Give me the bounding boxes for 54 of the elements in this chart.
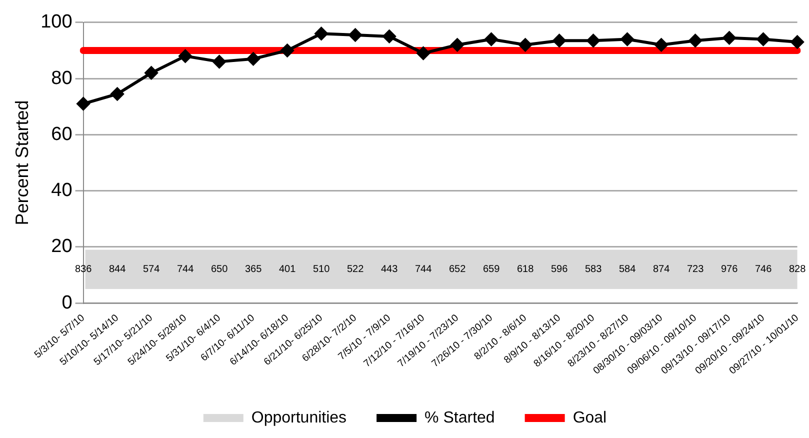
y-tick-label: 20 [51,236,72,258]
point [654,38,668,52]
annotation: 828 [788,264,806,276]
annotation: 744 [414,264,432,276]
annotation: 744 [176,264,194,276]
legend-label: Opportunities [251,409,347,426]
point [586,34,600,48]
annotation: 401 [278,264,296,276]
annotation: 746 [754,264,772,276]
legend-label: Goal [572,409,607,426]
point [450,38,464,52]
point [382,30,396,43]
annotation: 976 [720,264,738,276]
point [348,28,362,42]
point [518,38,532,52]
annotation: 596 [550,264,568,276]
point [484,32,498,46]
point [280,44,294,57]
point [212,55,226,68]
point [722,31,736,44]
annotation: 652 [448,264,466,276]
point [688,34,702,48]
annotation: 650 [210,264,228,276]
annotation: 522 [346,264,364,276]
y-tick-label: 0 [62,292,72,314]
annotation: 659 [482,264,500,276]
annotation: 836 [74,264,92,276]
point [620,32,634,46]
y-tick-label: 100 [40,12,72,33]
point [246,52,260,66]
annotation: 574 [142,264,160,276]
point [552,34,566,48]
y-axis-title: Percent Started [12,100,32,226]
point [178,50,192,63]
annotation: 723 [686,264,704,276]
annotation: 365 [244,264,262,276]
annotation: 510 [312,264,330,276]
y-tick-label: 60 [51,124,72,145]
annotation: 844 [108,264,126,276]
y-tick-label: 80 [51,68,72,89]
point [756,32,770,46]
legend-label: % Started [424,409,495,426]
annotation: 874 [652,264,670,276]
annotation: 443 [380,264,398,276]
point [314,27,328,40]
point [110,87,124,100]
annotation: 584 [618,264,636,276]
point [144,66,158,80]
point [790,36,804,49]
point [76,97,90,110]
annotation: 583 [584,264,602,276]
y-tick-label: 40 [51,180,72,202]
annotation: 618 [516,264,534,276]
point [416,46,430,60]
